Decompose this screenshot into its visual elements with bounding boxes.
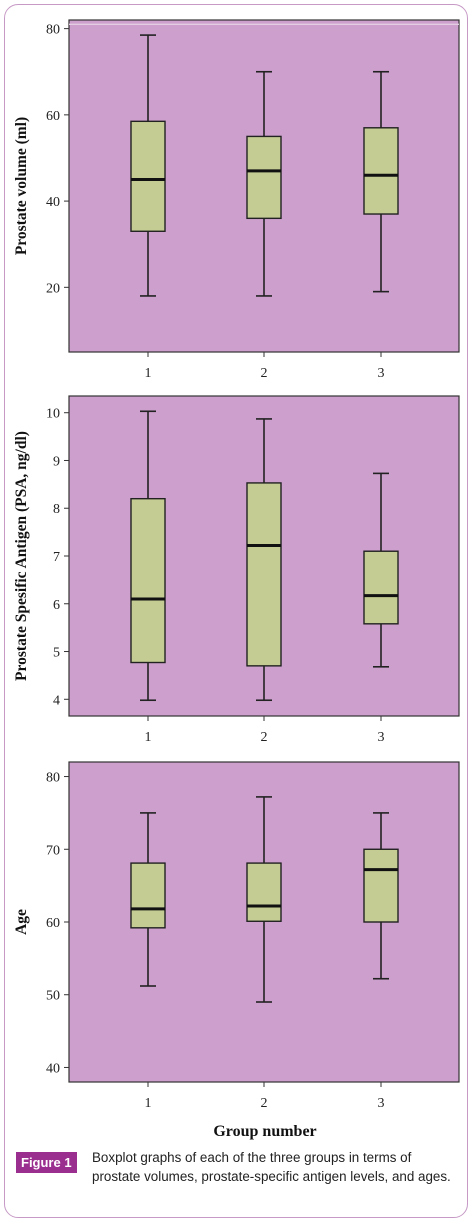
box-group-3 (363, 472, 399, 668)
box-group-3 (363, 812, 399, 980)
prostate-volume-panel: 20 40 60 80 1 2 3 Prostate volume (ml) (13, 19, 460, 381)
iqr-box (130, 862, 166, 929)
iqr-box (130, 497, 166, 664)
x-tick-label: 1 (145, 730, 152, 745)
iqr-box (130, 120, 166, 232)
age-panel: 40 50 60 70 80 1 2 3 Age (13, 761, 460, 1111)
box-group-2 (246, 796, 282, 1003)
y-tick-label: 8 (53, 502, 60, 517)
box-group-1 (130, 34, 166, 297)
iqr-box (246, 135, 282, 220)
x-tick-label: 3 (378, 366, 385, 381)
x-tick-label: 1 (145, 366, 152, 381)
y-tick-label: 40 (46, 195, 60, 210)
y-tick-label: 50 (46, 989, 60, 1004)
iqr-box (363, 848, 399, 923)
x-tick-label: 2 (261, 366, 268, 381)
y-tick-label: 40 (46, 1061, 60, 1076)
y-tick-label: 4 (53, 693, 60, 708)
iqr-box (246, 482, 282, 667)
caption-text: Boxplot graphs of each of the three grou… (92, 1150, 451, 1184)
y-tick-label: 6 (53, 598, 60, 613)
iqr-box (246, 862, 282, 922)
x-tick-label: 3 (378, 1096, 385, 1111)
y-tick-label: 9 (53, 454, 60, 469)
x-tick-label: 2 (261, 1096, 268, 1111)
box-group-2 (246, 418, 282, 702)
figure-frame (4, 4, 468, 1218)
x-tick-label: 2 (261, 730, 268, 745)
x-tick-label: 3 (378, 730, 385, 745)
iqr-box (363, 550, 399, 625)
y-tick-label: 80 (46, 23, 60, 38)
y-tick-label: 60 (46, 916, 60, 931)
y-axis-label: Prostate volume (ml) (13, 117, 30, 255)
box-group-1 (130, 410, 166, 702)
y-axis-label: Prostate Spesific Antigen (PSA, ng/dl) (13, 431, 30, 681)
y-tick-label: 80 (46, 771, 60, 786)
y-tick-label: 60 (46, 109, 60, 124)
x-tick-label: 1 (145, 1096, 152, 1111)
y-tick-label: 70 (46, 843, 60, 858)
iqr-box (363, 127, 399, 215)
y-axis-label: Age (13, 909, 30, 935)
y-tick-label: 10 (46, 407, 60, 422)
figure-label: Figure 1 (16, 1152, 77, 1173)
y-tick-label: 20 (46, 281, 60, 296)
psa-panel: 4 5 6 7 8 9 10 1 2 3 Prostate Spesific Antigen (PS… (13, 395, 460, 745)
box-group-3 (363, 70, 399, 293)
x-axis-label: Group number (213, 1123, 316, 1140)
box-group-2 (246, 70, 282, 297)
y-tick-label: 7 (53, 550, 60, 565)
y-tick-label: 5 (53, 646, 60, 661)
box-group-1 (130, 812, 166, 987)
